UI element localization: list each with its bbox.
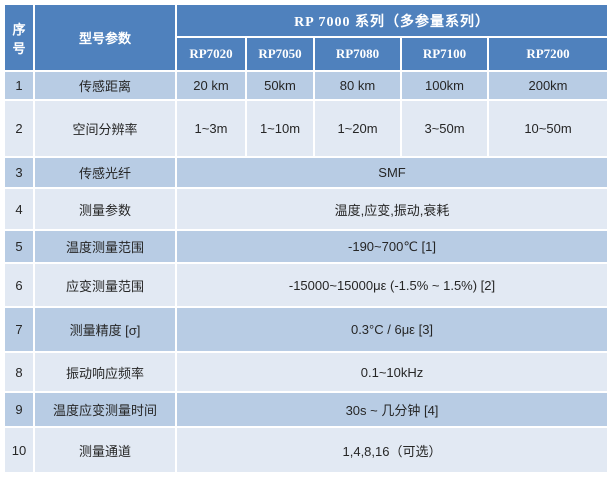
row-number-cell: 8 (5, 353, 33, 391)
merged-value-cell: -15000~15000με (-1.5% ~ 1.5%) [2] (177, 264, 608, 306)
row-number-cell: 5 (5, 231, 33, 262)
param-label-cell: 振动响应频率 (35, 353, 175, 391)
value-cell: 1~3m (177, 101, 245, 156)
header-model-rp7200: RP7200 (489, 38, 608, 70)
header-param: 型号参数 (35, 5, 175, 70)
header-series-title: RP 7000 系列（多参量系列） (177, 5, 608, 36)
header-model-rp7100: RP7100 (402, 38, 487, 70)
table-row-sensing-distance: 1 传感距离 20 km 50km 80 km 100km 200km (5, 72, 608, 99)
table-row-spatial-resolution: 2 空间分辨率 1~3m 1~10m 1~20m 3~50m 10~50m (5, 101, 608, 156)
table-row-vibration-frequency: 8 振动响应频率 0.1~10kHz (5, 353, 608, 391)
param-label-cell: 测量通道 (35, 428, 175, 472)
value-cell: 1~10m (247, 101, 313, 156)
table-row-strain-range: 6 应变测量范围 -15000~15000με (-1.5% ~ 1.5%) [… (5, 264, 608, 306)
value-cell: 100km (402, 72, 487, 99)
merged-value-cell: 温度,应变,振动,衰耗 (177, 189, 608, 229)
value-cell: 200km (489, 72, 608, 99)
spec-table: 序号 型号参数 RP 7000 系列（多参量系列） RP7020 RP7050 … (3, 3, 609, 474)
row-number-cell: 4 (5, 189, 33, 229)
param-label-cell: 测量精度 [σ] (35, 308, 175, 351)
value-cell: 20 km (177, 72, 245, 99)
merged-value-cell: -190~700℃ [1] (177, 231, 608, 262)
param-label-cell: 应变测量范围 (35, 264, 175, 306)
merged-value-cell: SMF (177, 158, 608, 187)
param-label-cell: 温度测量范围 (35, 231, 175, 262)
value-cell: 80 km (315, 72, 400, 99)
row-number-cell: 1 (5, 72, 33, 99)
table-row-measurement-accuracy: 7 测量精度 [σ] 0.3°C / 6με [3] (5, 308, 608, 351)
param-label-cell: 传感距离 (35, 72, 175, 99)
table-row-measured-parameters: 4 测量参数 温度,应变,振动,衰耗 (5, 189, 608, 229)
row-number-cell: 6 (5, 264, 33, 306)
table-row-measurement-time: 9 温度应变测量时间 30s ~ 几分钟 [4] (5, 393, 608, 426)
row-number-cell: 3 (5, 158, 33, 187)
merged-value-cell: 1,4,8,16（可选） (177, 428, 608, 472)
header-index: 序号 (5, 5, 33, 70)
header-row-models: RP7020 RP7050 RP7080 RP7100 RP7200 (5, 38, 608, 70)
row-number-cell: 7 (5, 308, 33, 351)
header-row-series: 序号 型号参数 RP 7000 系列（多参量系列） (5, 5, 608, 70)
table-row-measurement-channels: 10 测量通道 1,4,8,16（可选） (5, 428, 608, 472)
row-number-cell: 9 (5, 393, 33, 426)
merged-value-cell: 0.1~10kHz (177, 353, 608, 391)
header-model-rp7080: RP7080 (315, 38, 400, 70)
row-number-cell: 10 (5, 428, 33, 472)
param-label-cell: 测量参数 (35, 189, 175, 229)
table-row-sensing-fiber: 3 传感光纤 SMF (5, 158, 608, 187)
param-label-cell: 空间分辨率 (35, 101, 175, 156)
param-label-cell: 温度应变测量时间 (35, 393, 175, 426)
row-number-cell: 2 (5, 101, 33, 156)
value-cell: 50km (247, 72, 313, 99)
header-model-rp7050: RP7050 (247, 38, 313, 70)
param-label-cell: 传感光纤 (35, 158, 175, 187)
value-cell: 3~50m (402, 101, 487, 156)
value-cell: 1~20m (315, 101, 400, 156)
merged-value-cell: 30s ~ 几分钟 [4] (177, 393, 608, 426)
table-row-temperature-range: 5 温度测量范围 -190~700℃ [1] (5, 231, 608, 262)
value-cell: 10~50m (489, 101, 608, 156)
header-model-rp7020: RP7020 (177, 38, 245, 70)
merged-value-cell: 0.3°C / 6με [3] (177, 308, 608, 351)
